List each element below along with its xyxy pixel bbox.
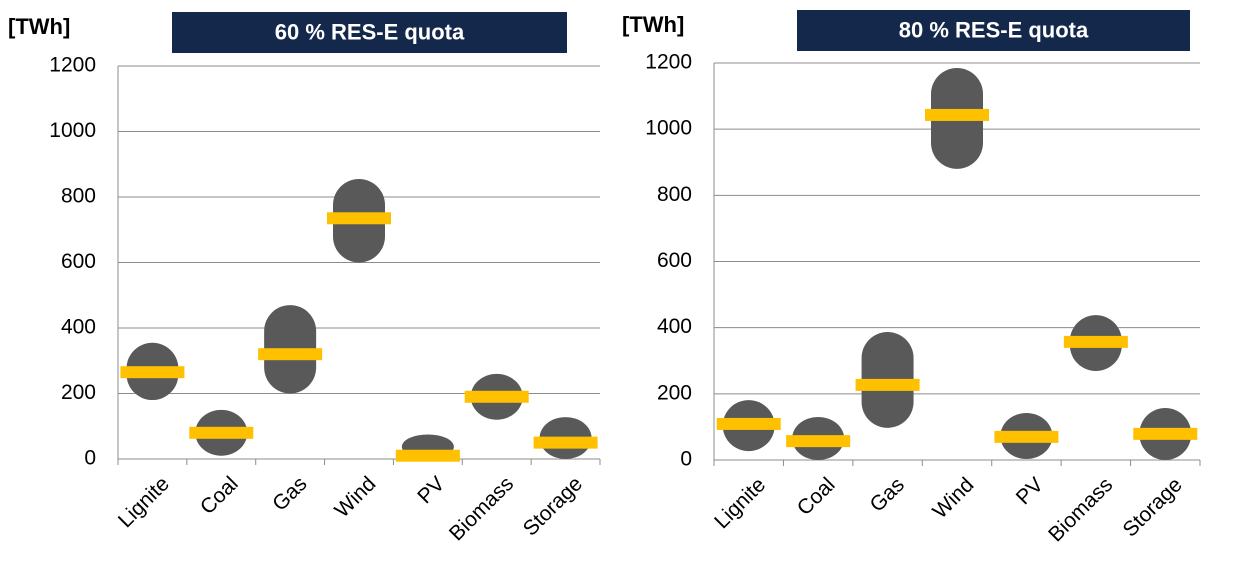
mid-marker — [786, 435, 851, 448]
mid-marker — [1063, 335, 1128, 348]
y-tick-label: 1000 — [645, 117, 692, 140]
title-box — [172, 12, 567, 53]
y-tick-label: 1200 — [49, 54, 96, 77]
title-box — [797, 10, 1190, 51]
y-tick-label: 0 — [84, 447, 96, 470]
mid-marker — [994, 430, 1059, 443]
mid-marker — [464, 390, 529, 403]
x-tick-label: PV — [413, 472, 449, 508]
mid-marker — [120, 366, 185, 379]
y-tick-label: 600 — [657, 249, 692, 272]
x-tick-label: Storage — [1118, 473, 1186, 541]
x-tick-label: Coal — [196, 472, 243, 519]
mid-marker — [395, 449, 460, 462]
x-tick-label: Storage — [519, 472, 587, 540]
mid-marker — [855, 378, 920, 391]
mid-marker — [533, 436, 598, 449]
chart-title: 60 % RES-E quota — [275, 19, 465, 44]
x-tick-label: Wind — [330, 472, 380, 522]
y-tick-label: 1200 — [645, 51, 692, 74]
x-tick-label: Lignite — [114, 472, 174, 532]
y-axis-label: [TWh] — [8, 14, 70, 39]
y-tick-label: 600 — [61, 250, 96, 273]
x-tick-label: Gas — [268, 472, 311, 515]
chart-title: 80 % RES-E quota — [899, 17, 1089, 42]
mid-marker — [925, 108, 989, 121]
y-tick-label: 0 — [680, 448, 692, 471]
mid-marker — [189, 426, 254, 439]
chart-panel: 60 % RES-E quota [TWh] 0 200 400 600 800 1000 12… — [8, 12, 601, 545]
x-tick-label: Coal — [793, 473, 840, 520]
y-tick-label: 400 — [61, 316, 96, 339]
y-tick-label: 800 — [61, 185, 96, 208]
chart-panel: 80 % RES-E quota [TWh] 0 200 400 600 800 1000 12… — [622, 10, 1201, 546]
x-tick-label: Gas — [866, 473, 909, 516]
mid-marker — [716, 417, 781, 430]
x-tick-label: Lignite — [710, 473, 770, 533]
mid-marker — [1133, 427, 1198, 440]
y-tick-label: 1000 — [49, 119, 96, 142]
x-tick-label: Biomass — [1044, 473, 1117, 546]
y-tick-label: 400 — [657, 315, 692, 338]
x-tick-label: PV — [1012, 473, 1048, 509]
mid-marker — [258, 348, 323, 361]
mid-marker — [327, 212, 391, 225]
y-axis-label: [TWh] — [622, 12, 684, 37]
x-tick-label: Wind — [928, 473, 978, 523]
y-tick-label: 800 — [657, 183, 692, 206]
y-tick-label: 200 — [61, 381, 96, 404]
y-tick-label: 200 — [657, 381, 692, 404]
x-tick-label: Biomass — [445, 472, 518, 545]
